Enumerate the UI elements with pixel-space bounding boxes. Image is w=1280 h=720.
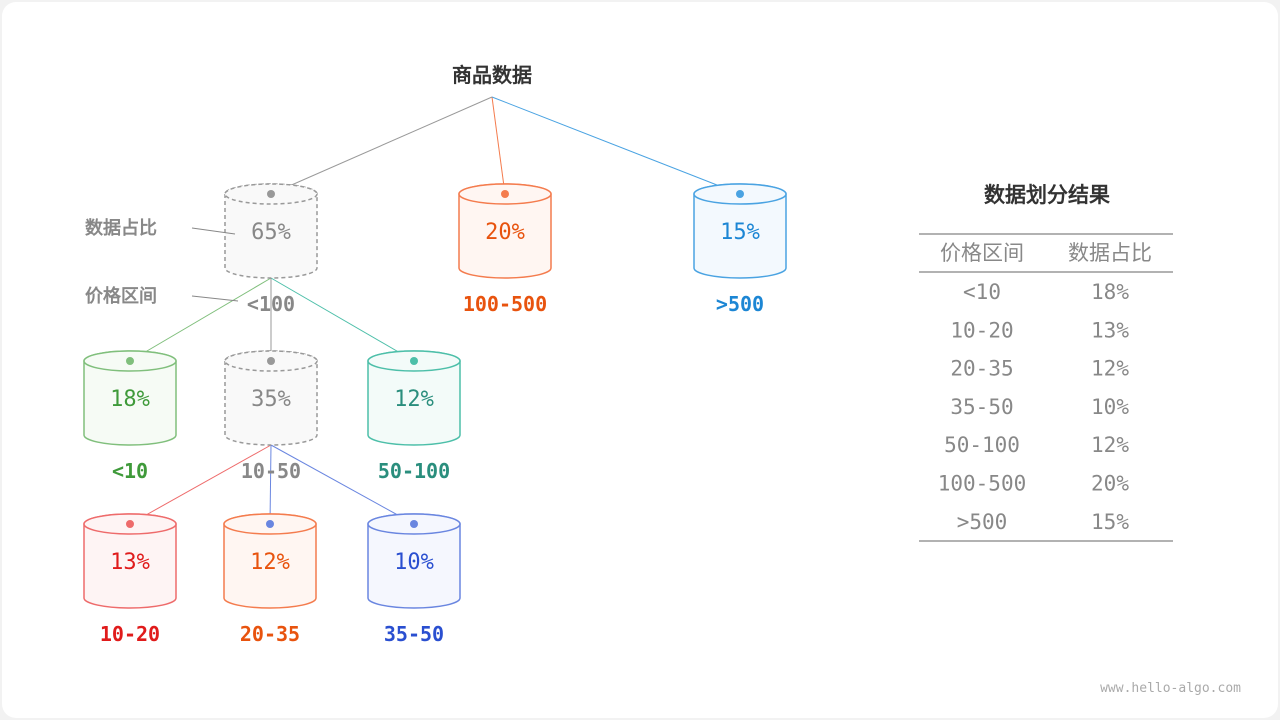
connector-dot [126,520,134,528]
cylinder-node: 15% >500 [693,183,787,316]
node-range: 100-500 [463,292,547,316]
node-percent: 35% [251,387,291,412]
edge-n12b [269,444,272,525]
edge-n13 [129,444,272,525]
table-row: >500 15% [957,510,1130,534]
cell-ratio: 13% [1091,318,1129,342]
range-annotation-pointer [191,295,239,302]
node-range: 35-50 [384,622,444,646]
cylinder-node: 65% <100 [224,183,318,316]
node-percent: 65% [251,220,291,245]
cell-range: 10-20 [950,318,1013,342]
table-title: 数据划分结果 [984,183,1110,207]
connector-dot [736,190,744,198]
cell-ratio: 12% [1091,433,1129,457]
table-row: <10 18% [963,280,1129,304]
cell-range: 20-35 [950,357,1013,381]
table-row: 35-50 10% [950,395,1129,419]
edge-n18 [129,277,272,362]
node-percent: 20% [485,220,525,245]
connector-dot [267,190,275,198]
cell-ratio: 20% [1091,472,1129,496]
connector-dot [410,357,418,365]
ratio-annotation-pointer [191,227,236,235]
table-row: 20-35 12% [950,357,1129,381]
table-header-range: 价格区间 [940,241,1024,265]
node-percent: 12% [394,387,434,412]
cell-range: <10 [963,280,1001,304]
cylinder-node: 18% <10 [83,350,177,483]
watermark: www.hello-algo.com [1100,681,1241,696]
node-percent: 10% [394,550,434,575]
node-percent: 18% [110,387,150,412]
edge-n15 [491,96,741,195]
cylinder-node: 12% 20-35 [223,513,317,646]
node-range: <100 [247,292,295,316]
cylinder-node: 10% 35-50 [367,513,461,646]
table-row: 100-500 20% [938,472,1130,496]
node-range: 50-100 [378,459,450,483]
cell-ratio: 12% [1091,357,1129,381]
node-range: 10-50 [241,459,301,483]
node-range: <10 [112,459,148,483]
edge-n65 [270,96,493,195]
table-row: 50-100 12% [944,433,1129,457]
root-label: 商品数据 [452,63,532,87]
cell-range: >500 [957,510,1008,534]
node-range: 10-20 [100,622,160,646]
result-table: 数据划分结果 价格区间 数据占比 <10 18% 10-20 13% 20-35 12% 3… [919,183,1173,542]
range-annotation: 价格区间 [85,285,157,307]
cell-range: 35-50 [950,395,1013,419]
table-row: 10-20 13% [950,318,1129,342]
node-range: >500 [716,292,764,316]
edge-n10 [270,444,415,525]
ratio-annotation: 数据占比 [85,217,157,239]
cylinder-node: 35% 10-50 [224,350,318,483]
table-header-ratio: 数据占比 [1068,241,1152,265]
connector-dot [267,357,275,365]
connector-dot [266,520,274,528]
node-percent: 15% [720,220,760,245]
node-percent: 12% [250,550,290,575]
cylinder-node: 12% 50-100 [367,350,461,483]
cell-ratio: 15% [1091,510,1129,534]
edge-n12a [270,277,415,362]
cell-range: 50-100 [944,433,1020,457]
edge-n20 [491,96,506,195]
connector-dot [501,190,509,198]
cylinder-node: 13% 10-20 [83,513,177,646]
cell-ratio: 18% [1091,280,1129,304]
connector-dot [410,520,418,528]
cylinder-node: 20% 100-500 [458,183,552,316]
node-percent: 13% [110,550,150,575]
cell-range: 100-500 [938,472,1027,496]
node-range: 20-35 [240,622,300,646]
connector-dot [126,357,134,365]
cell-ratio: 10% [1091,395,1129,419]
